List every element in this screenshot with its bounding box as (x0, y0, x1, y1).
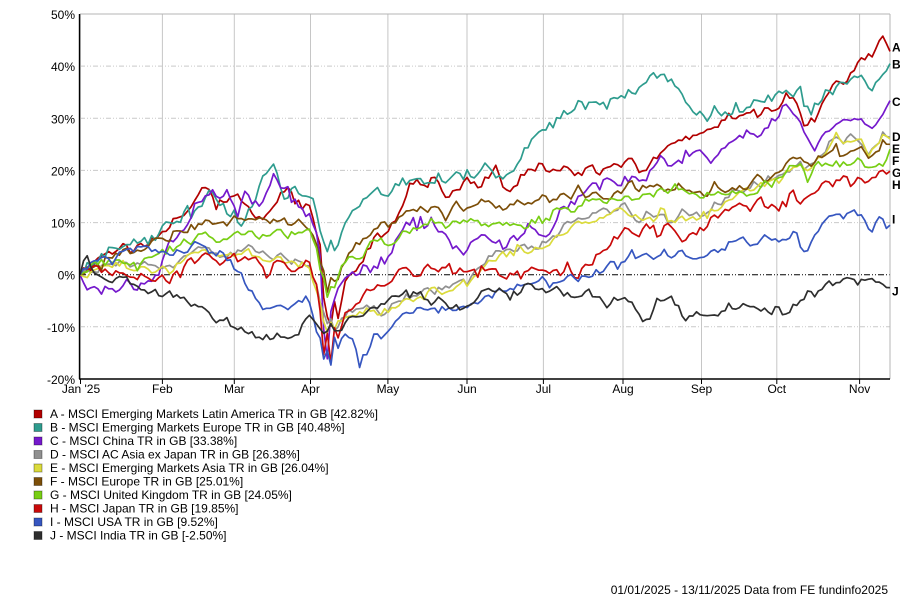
svg-text:E: E (892, 142, 900, 156)
svg-text:-10%: -10% (47, 321, 75, 335)
svg-text:C: C (892, 95, 900, 109)
svg-text:F: F (892, 154, 899, 168)
svg-text:Apr: Apr (301, 382, 320, 396)
svg-text:I - MSCI USA TR in GB [9.52%]: I - MSCI USA TR in GB [9.52%] (50, 515, 218, 529)
svg-text:Mar: Mar (224, 382, 245, 396)
svg-text:Oct: Oct (767, 382, 786, 396)
svg-text:A - MSCI Emerging Markets Lati: A - MSCI Emerging Markets Latin America … (50, 407, 378, 421)
svg-text:40%: 40% (51, 60, 75, 74)
svg-text:D - MSCI AC Asia ex Japan TR i: D - MSCI AC Asia ex Japan TR in GB [26.3… (50, 448, 300, 462)
svg-text:F - MSCI Europe TR in GB [25.0: F - MSCI Europe TR in GB [25.01%] (50, 475, 243, 489)
svg-text:Sep: Sep (691, 382, 713, 396)
svg-text:Jun: Jun (457, 382, 476, 396)
svg-text:H: H (892, 178, 900, 192)
svg-text:J - MSCI India TR in GB [-2.50: J - MSCI India TR in GB [-2.50%] (50, 529, 227, 543)
svg-text:Jan '25: Jan '25 (62, 382, 101, 396)
svg-text:Feb: Feb (152, 382, 173, 396)
svg-text:20%: 20% (51, 164, 75, 178)
svg-text:May: May (377, 382, 400, 396)
svg-text:Aug: Aug (612, 382, 633, 396)
svg-text:H - MSCI Japan TR in GB [19.85: H - MSCI Japan TR in GB [19.85%] (50, 502, 239, 516)
svg-text:30%: 30% (51, 112, 75, 126)
svg-text:C - MSCI China TR in GB [33.38: C - MSCI China TR in GB [33.38%] (50, 434, 237, 448)
svg-text:A: A (892, 41, 900, 55)
svg-text:G: G (892, 166, 900, 180)
svg-text:01/01/2025 - 13/11/2025 Data f: 01/01/2025 - 13/11/2025 Data from FE fun… (611, 583, 889, 597)
svg-text:E - MSCI Emerging Markets Asia: E - MSCI Emerging Markets Asia TR in GB … (50, 461, 329, 475)
svg-text:B: B (892, 58, 900, 72)
svg-text:Nov: Nov (849, 382, 870, 396)
svg-text:0%: 0% (58, 269, 76, 283)
svg-text:Jul: Jul (536, 382, 551, 396)
svg-text:D: D (892, 130, 900, 144)
svg-text:I: I (892, 213, 895, 227)
svg-text:B - MSCI Emerging Markets Euro: B - MSCI Emerging Markets Europe TR in G… (50, 421, 345, 435)
svg-text:G - MSCI United Kingdom TR in: G - MSCI United Kingdom TR in GB [24.05%… (50, 488, 292, 502)
svg-text:10%: 10% (51, 217, 75, 231)
svg-text:50%: 50% (51, 8, 75, 22)
svg-text:J: J (892, 285, 899, 299)
svg-text:-20%: -20% (47, 373, 75, 387)
